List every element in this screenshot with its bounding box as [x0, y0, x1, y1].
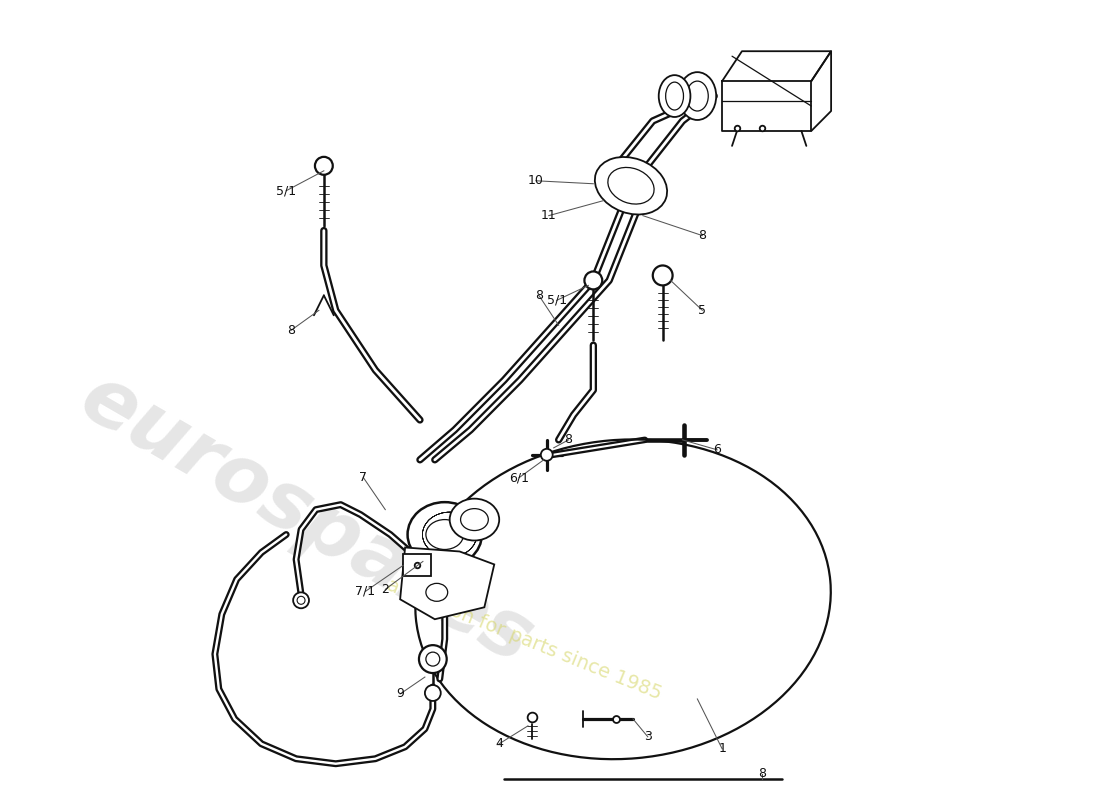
Circle shape [652, 266, 672, 286]
Ellipse shape [679, 72, 716, 120]
Text: eurospares: eurospares [66, 358, 546, 681]
Text: 5/1: 5/1 [276, 184, 296, 198]
Text: 6/1: 6/1 [509, 471, 529, 484]
Circle shape [293, 592, 309, 608]
Text: 8: 8 [287, 324, 295, 337]
FancyBboxPatch shape [403, 554, 431, 576]
Text: 3: 3 [644, 730, 652, 743]
Circle shape [419, 645, 447, 673]
Circle shape [541, 449, 552, 461]
Circle shape [425, 685, 441, 701]
Circle shape [584, 271, 602, 290]
Text: 2: 2 [382, 583, 389, 596]
Polygon shape [400, 547, 494, 619]
Text: 5/1: 5/1 [547, 294, 567, 307]
Text: 11: 11 [541, 209, 557, 222]
Ellipse shape [595, 157, 667, 214]
Text: 7/1: 7/1 [355, 585, 375, 598]
Text: 8: 8 [535, 289, 542, 302]
Text: 8: 8 [698, 229, 706, 242]
Text: 6: 6 [713, 443, 722, 456]
Text: 8: 8 [564, 434, 573, 446]
Circle shape [315, 157, 333, 174]
Text: 4: 4 [495, 738, 503, 750]
Text: a passion for parts since 1985: a passion for parts since 1985 [384, 575, 664, 703]
Text: 1: 1 [718, 742, 726, 755]
Text: 9: 9 [396, 687, 404, 701]
Ellipse shape [450, 498, 499, 541]
Ellipse shape [408, 502, 482, 567]
Text: 10: 10 [528, 174, 543, 187]
Text: 5: 5 [698, 304, 706, 317]
Ellipse shape [659, 75, 691, 117]
Text: 8: 8 [758, 767, 766, 780]
Text: 7: 7 [360, 471, 367, 484]
